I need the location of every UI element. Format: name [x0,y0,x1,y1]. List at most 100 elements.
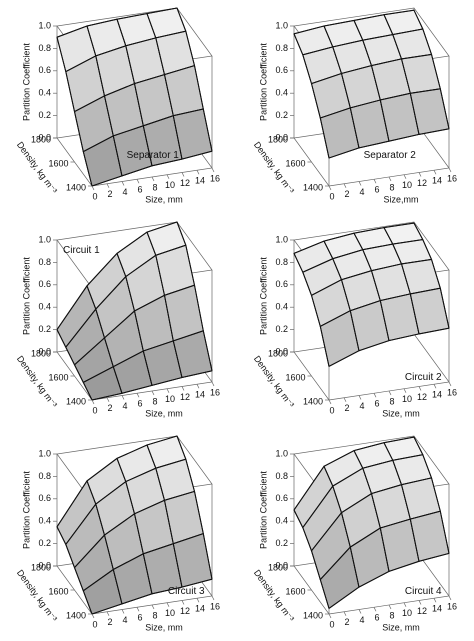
z-tick-label: 1.0 [275,234,288,244]
x-tick-label: 0 [92,619,97,629]
z-axis-title: Partition Coefficient [258,257,268,335]
mesh-line [328,552,450,609]
mesh-line [116,458,153,594]
z-axis-title: Partition Coefficient [258,471,268,549]
x-tick [418,600,422,605]
x-tick-label: 4 [359,615,364,625]
x-tick [388,604,392,610]
x-tick-label: 14 [195,390,205,400]
z-tick-label: 0.8 [275,471,288,481]
x-tick-label: 8 [152,610,157,620]
x-tick-label: 8 [389,610,394,620]
x-tick-label: 10 [165,394,175,404]
x-tick [448,381,452,387]
x-tick [418,386,422,391]
mesh-line [176,221,213,371]
x-tick [151,176,155,182]
z-tick-label: 0.4 [275,88,288,98]
x-tick-label: 14 [432,390,442,400]
y-tick-label: 1400 [303,610,323,620]
x-tick-label: 12 [180,606,190,616]
x-tick-label: 4 [359,401,364,411]
z-tick-label: 0.4 [38,516,51,526]
x-axis-title: Size, mm [145,194,183,204]
x-tick-label: 2 [107,617,112,627]
x-tick [181,172,185,177]
x-tick [106,397,110,402]
x-tick [136,179,140,184]
y-tick-label: 1400 [66,182,86,192]
x-tick-label: 6 [374,185,379,195]
mesh-line [353,232,390,341]
x-tick-label: 2 [344,403,349,413]
x-tick [166,388,170,393]
z-tick-label: 0.8 [275,257,288,267]
mesh-line [86,285,123,394]
mesh-line [323,25,360,149]
x-axis-title: Size,mm [383,194,418,204]
x-tick-label: 10 [165,608,175,618]
z-tick-label: 0.4 [38,88,51,98]
x-tick-label: 0 [92,405,97,415]
z-axis-title: Partition Coefficient [258,43,268,121]
x-tick [91,185,95,191]
x-tick-label: 16 [210,173,220,183]
x-tick-label: 6 [374,613,379,623]
x-tick-label: 2 [107,403,112,413]
x-tick-label: 2 [344,617,349,627]
x-axis-title: Size, mm [382,408,420,418]
mesh-line [413,222,450,329]
mesh-line [353,450,390,572]
x-tick [388,390,392,396]
mesh-line [56,435,178,528]
panel-label: Circuit 2 [405,372,442,383]
z-tick-label: 0.4 [275,302,288,312]
x-tick-label: 12 [180,392,190,402]
z-tick-label: 0.0 [38,132,51,142]
x-tick-label: 12 [417,392,427,402]
x-tick [343,611,347,616]
z-tick-label: 0.8 [38,471,51,481]
z-tick-label: 0.0 [38,346,51,356]
x-tick [166,602,170,607]
mesh-line [56,221,178,330]
x-tick [448,595,452,601]
z-tick-label: 0.2 [275,110,288,120]
x-tick [121,181,125,186]
y-tick-label: 1800 [268,134,288,144]
x-tick-label: 14 [432,604,442,614]
x-tick [91,399,95,405]
x-tick [358,395,362,400]
x-tick [106,611,110,616]
z-tick-label: 1.0 [38,448,51,458]
y-tick-label: 1800 [31,134,51,144]
x-tick-label: 10 [402,608,412,618]
z-tick-label: 1.0 [38,20,51,30]
x-tick [328,399,332,405]
x-tick [343,183,347,188]
z-tick-label: 1.0 [275,20,288,30]
x-tick [418,172,422,177]
x-tick [196,598,200,603]
x-tick [121,395,125,400]
y-tick-label: 1800 [268,348,288,358]
x-tick-label: 8 [152,182,157,192]
mesh-line [383,14,420,135]
x-tick-label: 4 [122,187,127,197]
mesh-line [176,7,213,152]
x-tick [343,397,347,402]
z-tick-label: 1.0 [275,448,288,458]
x-axis-title: Size, mm [145,622,183,632]
z-tick-label: 0.4 [38,302,51,312]
x-tick-label: 2 [107,189,112,199]
x-tick-label: 4 [122,401,127,411]
x-tick [388,176,392,182]
x-tick-label: 10 [165,180,175,190]
x-tick [106,183,110,188]
z-axis-title: Partition Coefficient [21,257,31,335]
